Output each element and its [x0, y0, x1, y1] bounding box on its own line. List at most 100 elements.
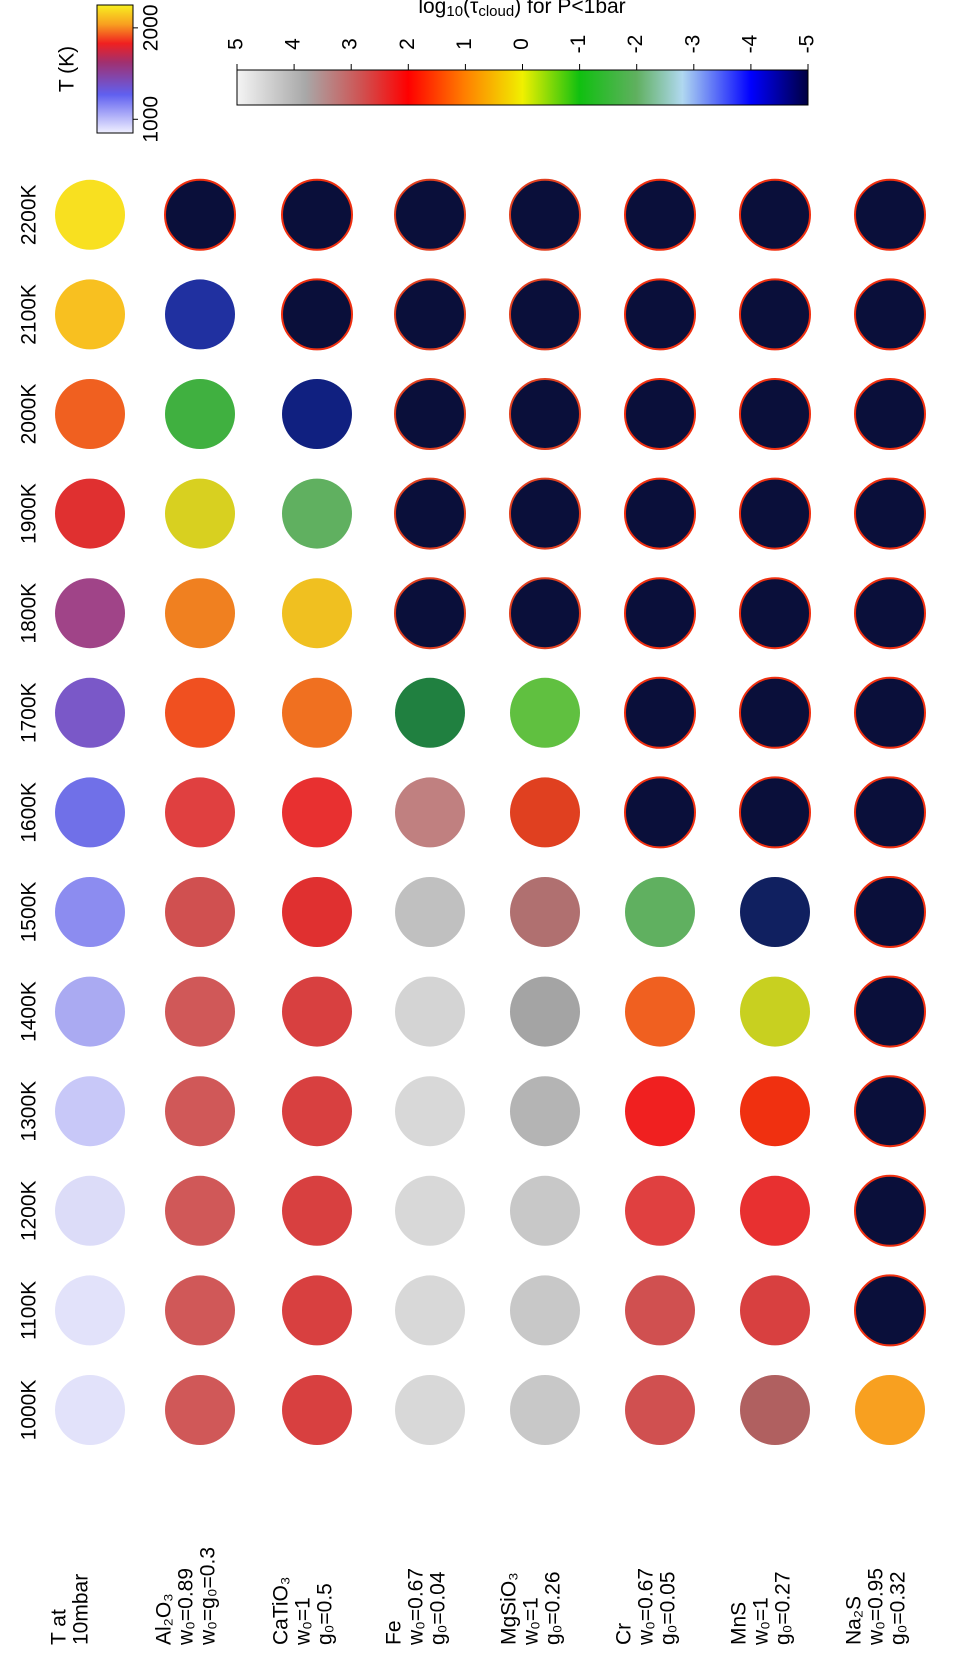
- sphere: [394, 477, 466, 550]
- sphere: [510, 976, 580, 1047]
- column-label: 1200K: [18, 1180, 41, 1241]
- sphere: [165, 478, 235, 549]
- column-label: 1500K: [18, 882, 41, 943]
- sphere: [55, 877, 125, 947]
- sphere: [55, 1076, 125, 1147]
- sphere: [740, 1175, 810, 1246]
- row-label: w₀=0.95: [865, 1568, 888, 1646]
- sphere: [394, 178, 466, 251]
- column-label: 1600K: [18, 782, 41, 843]
- sphere: [509, 577, 581, 650]
- sphere: [854, 1274, 926, 1347]
- sphere: [739, 577, 811, 650]
- sphere: [165, 976, 235, 1047]
- sphere: [625, 1375, 695, 1445]
- sphere: [854, 676, 926, 749]
- sphere: [624, 278, 696, 351]
- row-label: g₀=0.04: [427, 1571, 450, 1645]
- sphere: [281, 178, 353, 251]
- sphere: [510, 777, 580, 848]
- sphere: [395, 1175, 465, 1246]
- row-label: CaTiO₃: [270, 1577, 293, 1645]
- sphere: [740, 1275, 810, 1346]
- sphere: [282, 877, 352, 947]
- row-label: 10mbar: [70, 1574, 93, 1645]
- sphere: [55, 1175, 125, 1246]
- row-label: w₀=0.67: [405, 1568, 428, 1646]
- sphere: [394, 577, 466, 650]
- row-label: w₀=0.67: [635, 1568, 658, 1646]
- sphere: [625, 1076, 695, 1147]
- sphere: [625, 976, 695, 1047]
- sphere: [395, 677, 465, 748]
- colorbar-tick-label: 3: [339, 38, 362, 50]
- colorbar-tick-label: 2: [396, 38, 419, 50]
- sphere: [394, 278, 466, 351]
- sphere: [55, 1275, 125, 1346]
- sphere: [854, 776, 926, 849]
- sphere: [282, 677, 352, 748]
- sphere: [854, 876, 926, 948]
- row-label: g₀=0.05: [657, 1571, 680, 1645]
- row-label: w₀=0.89: [175, 1568, 198, 1646]
- sphere: [509, 378, 581, 450]
- sphere: [854, 378, 926, 450]
- colorbar-tick-label: -5: [796, 35, 819, 54]
- column-label: 2100K: [18, 284, 41, 345]
- colorbar-label: log10(τcloud) for P<1bar: [418, 0, 625, 20]
- colorbar-tick-label: 1: [453, 38, 476, 50]
- sphere: [55, 976, 125, 1047]
- colorbar-tick-label: -2: [624, 35, 647, 54]
- sphere: [624, 477, 696, 550]
- row-label: Na₂S: [843, 1596, 866, 1645]
- sphere: [282, 1375, 352, 1445]
- sphere: [510, 1175, 580, 1246]
- sphere: [165, 877, 235, 947]
- column-label: 1100K: [18, 1281, 41, 1340]
- sphere: [282, 379, 352, 449]
- column-label: 1300K: [18, 1081, 41, 1142]
- sphere: [282, 777, 352, 848]
- sphere: [510, 877, 580, 947]
- column-label: 1400K: [18, 981, 41, 1042]
- sphere: [55, 478, 125, 549]
- sphere: [165, 1375, 235, 1445]
- rotated-figure: 1000K 1100K 1200K 1300K 1400K 1500K 1600K 1700K…: [18, 0, 926, 1646]
- sphere: [854, 1075, 926, 1148]
- colorbar-label-part: (τ: [463, 0, 479, 18]
- sphere: [395, 1375, 465, 1445]
- sphere: [394, 378, 466, 450]
- sphere: [739, 477, 811, 550]
- sphere: [740, 877, 810, 947]
- sphere: [510, 677, 580, 748]
- colorbar-tick-label: 0: [510, 38, 533, 50]
- temperature-colorbar-tick-label: 1000: [140, 96, 163, 143]
- sphere: [395, 877, 465, 947]
- sphere: [395, 777, 465, 848]
- sphere: [164, 178, 236, 251]
- sphere: [395, 976, 465, 1047]
- row-label: g₀=0.27: [772, 1571, 795, 1645]
- sphere: [55, 677, 125, 748]
- sphere: [55, 1375, 125, 1445]
- sphere: [395, 1275, 465, 1346]
- row-label: w₀=1: [750, 1597, 773, 1646]
- sphere: [282, 478, 352, 549]
- sphere: [282, 1275, 352, 1346]
- row-label: MnS: [728, 1602, 751, 1645]
- sphere: [739, 378, 811, 450]
- sphere: [854, 1174, 926, 1247]
- sphere: [282, 1076, 352, 1147]
- sphere: [165, 1175, 235, 1246]
- sphere: [282, 578, 352, 649]
- sphere: [740, 976, 810, 1047]
- sphere: [395, 1076, 465, 1147]
- row-label: g₀=0.32: [887, 1571, 910, 1645]
- temperature-colorbar-tick-label: 2000: [140, 4, 163, 51]
- sphere: [625, 1275, 695, 1346]
- sphere: [165, 379, 235, 449]
- colorbar-tick-label: -3: [681, 35, 704, 54]
- row-label: Cr: [613, 1623, 636, 1645]
- sphere: [165, 578, 235, 649]
